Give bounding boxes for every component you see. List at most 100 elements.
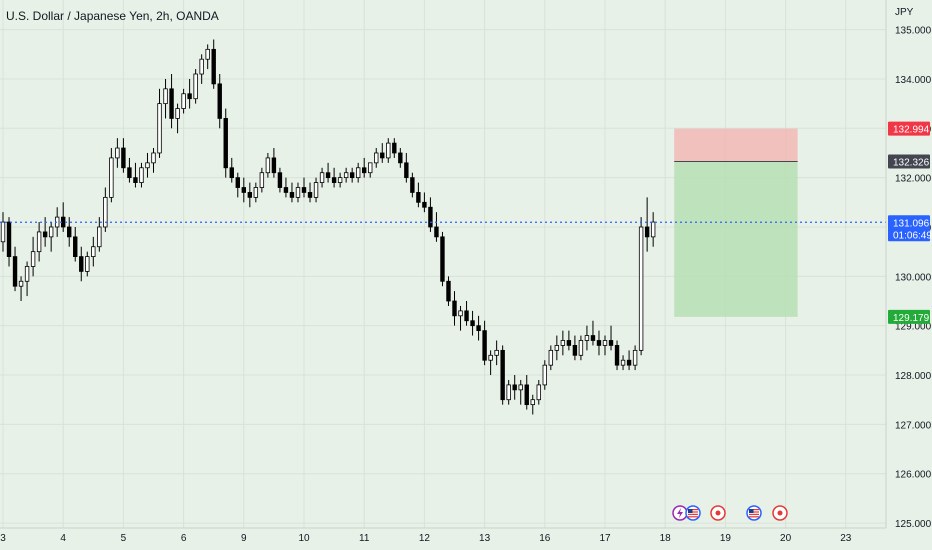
- candle[interactable]: [289, 182, 295, 203]
- candle[interactable]: [548, 345, 554, 371]
- candle[interactable]: [536, 379, 541, 405]
- candle[interactable]: [578, 335, 584, 361]
- candle[interactable]: [48, 222, 54, 252]
- candle[interactable]: [36, 222, 42, 262]
- candle[interactable]: [416, 182, 421, 208]
- candle[interactable]: [205, 44, 210, 70]
- candle[interactable]: [229, 157, 234, 183]
- candle[interactable]: [380, 143, 385, 163]
- candle[interactable]: [343, 167, 349, 183]
- candle[interactable]: [374, 148, 379, 168]
- candle[interactable]: [494, 340, 499, 366]
- us-flag-icon[interactable]: [685, 505, 701, 521]
- candle[interactable]: [524, 375, 529, 410]
- candle[interactable]: [368, 162, 373, 178]
- candle[interactable]: [307, 182, 313, 203]
- candle[interactable]: [295, 182, 301, 203]
- candle[interactable]: [590, 320, 596, 346]
- candle[interactable]: [127, 157, 132, 183]
- candle[interactable]: [109, 148, 114, 203]
- candle[interactable]: [410, 172, 415, 198]
- candle[interactable]: [223, 108, 228, 178]
- candle[interactable]: [404, 152, 409, 183]
- candle[interactable]: [602, 335, 608, 356]
- candle[interactable]: [283, 177, 289, 198]
- candle[interactable]: [452, 291, 457, 326]
- candle[interactable]: [265, 152, 271, 178]
- candle[interactable]: [97, 217, 102, 252]
- candle[interactable]: [650, 212, 656, 247]
- candle[interactable]: [241, 177, 246, 203]
- record-icon[interactable]: [710, 505, 726, 521]
- candle[interactable]: [79, 246, 84, 282]
- candle[interactable]: [470, 310, 475, 336]
- candle[interactable]: [12, 246, 18, 292]
- candle[interactable]: [67, 217, 72, 247]
- candle[interactable]: [355, 162, 361, 183]
- candle[interactable]: [638, 217, 644, 356]
- candle[interactable]: [608, 325, 614, 351]
- candle[interactable]: [560, 330, 566, 356]
- candle[interactable]: [398, 148, 403, 168]
- candle[interactable]: [193, 69, 198, 104]
- candle[interactable]: [121, 138, 126, 173]
- candle[interactable]: [259, 167, 265, 193]
- candle[interactable]: [103, 187, 108, 232]
- candle[interactable]: [157, 88, 162, 158]
- candle[interactable]: [181, 88, 186, 114]
- candle[interactable]: [73, 226, 78, 262]
- candle[interactable]: [217, 74, 222, 129]
- candle[interactable]: [301, 177, 307, 198]
- candle[interactable]: [422, 192, 427, 213]
- candle[interactable]: [392, 138, 397, 158]
- candle[interactable]: [506, 379, 511, 405]
- candle[interactable]: [24, 261, 30, 297]
- lightning-icon[interactable]: [672, 505, 688, 521]
- candle[interactable]: [361, 157, 367, 178]
- candle[interactable]: [620, 355, 626, 371]
- candle[interactable]: [115, 138, 120, 168]
- candle[interactable]: [169, 74, 174, 129]
- candle[interactable]: [584, 325, 590, 351]
- candle[interactable]: [277, 167, 283, 193]
- candles[interactable]: [0, 39, 656, 415]
- candle[interactable]: [458, 305, 463, 331]
- candle[interactable]: [313, 177, 319, 203]
- candle[interactable]: [253, 182, 259, 203]
- candle[interactable]: [512, 375, 517, 400]
- stop-loss-zone[interactable]: [674, 128, 798, 162]
- candle[interactable]: [319, 167, 325, 188]
- candle[interactable]: [235, 172, 240, 198]
- take-profit-zone[interactable]: [674, 161, 798, 317]
- candle[interactable]: [18, 276, 24, 302]
- candle[interactable]: [325, 162, 331, 183]
- candle[interactable]: [187, 78, 192, 109]
- candle[interactable]: [6, 217, 12, 267]
- candle[interactable]: [151, 148, 156, 173]
- candle[interactable]: [349, 167, 355, 183]
- candle[interactable]: [199, 54, 204, 84]
- candle[interactable]: [386, 138, 391, 163]
- candle[interactable]: [482, 320, 487, 366]
- candle[interactable]: [500, 345, 505, 405]
- candle[interactable]: [530, 394, 535, 415]
- candle[interactable]: [566, 330, 572, 351]
- candle[interactable]: [488, 350, 493, 376]
- candle[interactable]: [440, 231, 445, 287]
- candle[interactable]: [163, 78, 168, 119]
- candle[interactable]: [596, 330, 602, 356]
- candle[interactable]: [476, 315, 481, 341]
- candle[interactable]: [337, 172, 343, 188]
- candle[interactable]: [0, 212, 6, 252]
- candle[interactable]: [554, 335, 560, 361]
- candle[interactable]: [145, 152, 150, 178]
- candle[interactable]: [446, 276, 451, 306]
- candle[interactable]: [542, 360, 547, 390]
- candle[interactable]: [85, 251, 90, 277]
- candle[interactable]: [518, 379, 523, 405]
- candle[interactable]: [271, 148, 277, 178]
- us-flag-icon[interactable]: [746, 505, 762, 521]
- candle[interactable]: [632, 345, 638, 371]
- record-icon[interactable]: [772, 505, 788, 521]
- candle[interactable]: [175, 103, 180, 134]
